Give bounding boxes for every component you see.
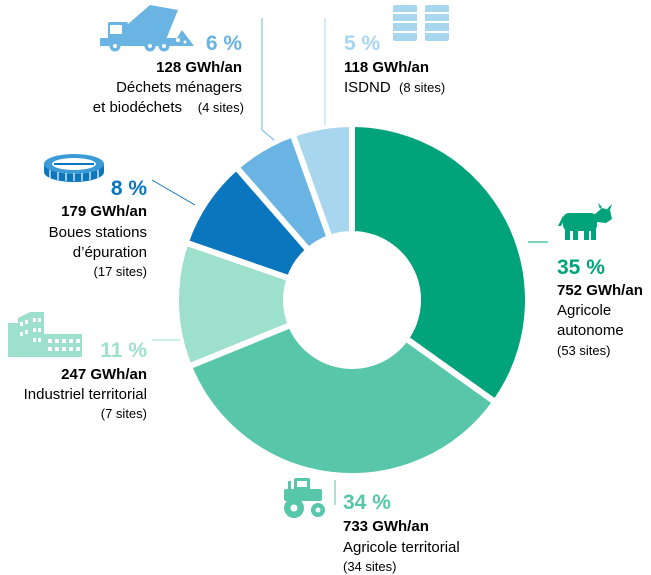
slice-percent: 11 %: [100, 339, 147, 362]
slice-label-dechets-menagers: 6 % 128 GWh/an Déchets ménagers et biodé…: [93, 32, 244, 116]
leader-line: [151, 179, 196, 206]
factory-icon: [8, 312, 82, 357]
slice-sites: (7 sites): [101, 406, 147, 421]
slice-label-line: Industriel territorial: [24, 386, 147, 403]
leader-lines: [151, 18, 548, 505]
cow-icon: [558, 203, 612, 240]
slice-label-line: d’épuration: [73, 244, 147, 261]
slice-label-boues-stations: 8 % 179 GWh/an Boues stations d’épuratio…: [49, 177, 148, 279]
slice-sites: (17 sites): [94, 264, 147, 279]
slice-percent: 5 %: [344, 32, 381, 55]
slice-percent: 6 %: [206, 32, 243, 55]
slice-label-line: Agricole: [557, 302, 611, 319]
slice-label-line: Déchets ménagers: [116, 79, 242, 96]
slice-label-isdnd: 5 % 118 GWh/an ISDND (8 sites): [344, 32, 445, 96]
garbage-truck-icon: [100, 5, 194, 52]
slice-energy: 128 GWh/an: [156, 59, 242, 76]
donut-slice: [185, 321, 499, 479]
slice-label-line: ISDND: [344, 79, 391, 96]
slice-label-agricole-territorial: 34 % 733 GWh/an Agricole territorial (34…: [343, 491, 460, 574]
tractor-icon: [284, 478, 325, 518]
wastewater-plant-icon: [44, 154, 104, 182]
slice-label-line: autonome: [557, 322, 624, 339]
slice-sites: (34 sites): [343, 559, 396, 574]
donut-slice: [349, 121, 531, 406]
slice-label-agricole-autonome: 35 % 752 GWh/an Agricole autonome (53 si…: [557, 256, 643, 358]
slice-label-line: Agricole territorial: [343, 539, 460, 556]
slice-energy: 752 GWh/an: [557, 282, 643, 299]
slice-label-industriel-territorial: 11 % 247 GWh/an Industriel territorial (…: [24, 339, 148, 421]
slice-sites: (8 sites): [399, 80, 445, 95]
slice-label-line: et biodéchets: [93, 99, 182, 116]
slice-sites: (4 sites): [198, 100, 244, 115]
slice-percent: 8 %: [111, 177, 148, 200]
slice-percent: 35 %: [557, 256, 605, 279]
slice-energy: 733 GWh/an: [343, 518, 429, 535]
slice-energy: 118 GWh/an: [344, 59, 429, 76]
slice-energy: 247 GWh/an: [61, 366, 147, 383]
donut-slice: [289, 121, 355, 241]
slice-sites: (53 sites): [557, 343, 610, 358]
slice-energy: 179 GWh/an: [61, 203, 147, 220]
slice-label-line: Boues stations: [49, 224, 147, 241]
leader-line: [261, 18, 275, 141]
slice-percent: 34 %: [343, 491, 391, 514]
donut-slices: [173, 121, 531, 479]
barrels-icon: [393, 5, 449, 41]
